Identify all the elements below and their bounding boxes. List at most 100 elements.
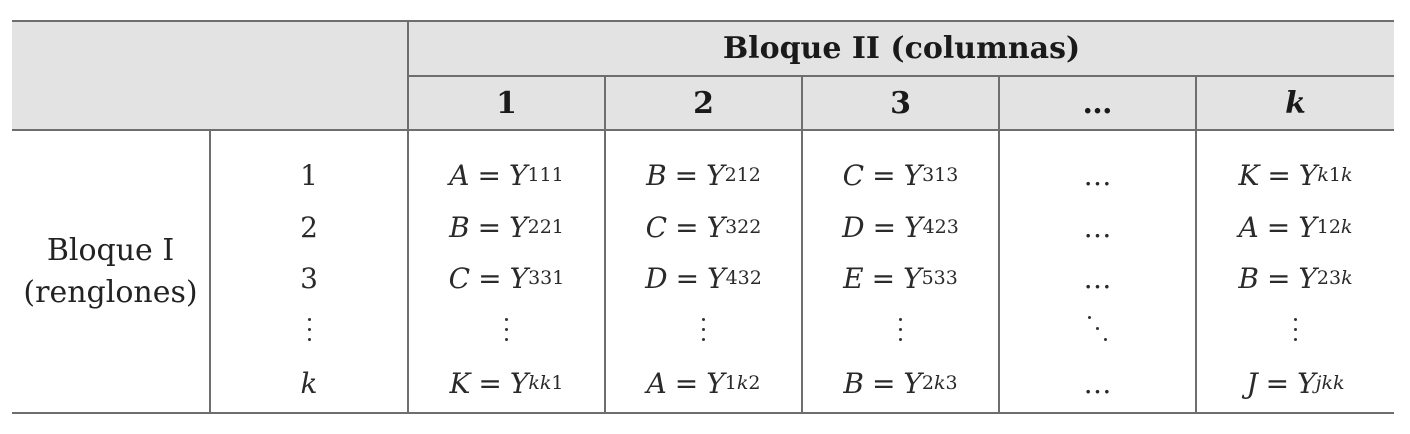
cell-r2-c4: … xyxy=(1083,210,1112,244)
row-group-label: Bloque I (renglones) xyxy=(12,130,209,413)
cell-var: Y xyxy=(706,158,725,192)
cell-var: Y xyxy=(1298,261,1317,295)
cell-r2-c2: C = Y 322 xyxy=(645,210,762,244)
cell-letter: B xyxy=(646,158,667,192)
cell-letter: D xyxy=(842,210,865,244)
cell-letter: B xyxy=(449,210,470,244)
row-label-2: 2 xyxy=(300,210,318,244)
cell-var: Y xyxy=(903,366,922,400)
cell-r1-c4: … xyxy=(1083,158,1112,192)
cell-letter: K xyxy=(1238,158,1260,192)
cell-equals: = xyxy=(477,158,501,192)
cell-var: Y xyxy=(509,261,529,295)
cell-var: Y xyxy=(903,158,923,192)
column-header-2: 2 xyxy=(693,85,714,121)
rule-header-bottom xyxy=(12,129,1394,131)
cell-equals: = xyxy=(1266,210,1291,244)
cell-r2-c5: A = Y 12k xyxy=(1238,210,1353,244)
cell-equals: = xyxy=(477,210,502,244)
cell-equals: = xyxy=(1267,158,1291,192)
rule-header-divider xyxy=(407,75,1394,77)
row-label-1: 1 xyxy=(300,158,318,192)
cell-var: Y xyxy=(509,210,528,244)
cell-r1-c3: C = Y 313 xyxy=(842,158,959,192)
rule-col-block2-left xyxy=(407,20,409,414)
cell-r3-c4: … xyxy=(1083,261,1112,295)
cell-var: Y xyxy=(508,158,528,192)
rule-top xyxy=(12,20,1394,22)
cell-equals: = xyxy=(1266,261,1291,295)
cell-var: Y xyxy=(706,366,725,400)
cell-letter: J xyxy=(1246,366,1258,400)
cell-r1-c1: A = Y 111 xyxy=(449,158,564,192)
vertical-ellipsis xyxy=(1294,317,1297,341)
cell-r1-c2: B = Y 212 xyxy=(646,158,761,192)
column-header-3: 3 xyxy=(890,85,911,121)
cell-letter: B xyxy=(1238,261,1259,295)
row-label-3: 3 xyxy=(300,261,318,295)
cell-letter: A xyxy=(449,158,470,192)
cell-equals: = xyxy=(675,261,700,295)
cell-r4-c2 xyxy=(606,307,801,351)
vertical-ellipsis xyxy=(702,317,705,341)
cell-r3-c2: D = Y 432 xyxy=(645,261,762,295)
cell-r5-c3: B = Y 2k3 xyxy=(843,366,958,400)
vertical-ellipsis xyxy=(505,317,508,341)
diagonal-ellipsis xyxy=(1086,314,1110,344)
cell-var: Y xyxy=(1298,158,1318,192)
row-label-5: k xyxy=(300,366,318,400)
cell-r2-c3: D = Y 423 xyxy=(842,210,959,244)
cell-r3-c5: B = Y 23k xyxy=(1238,261,1353,295)
cell-letter: E xyxy=(843,261,864,295)
cell-letter: A xyxy=(646,366,667,400)
cell-equals: = xyxy=(675,210,699,244)
cell-var: Y xyxy=(707,261,726,295)
cell-equals: = xyxy=(872,158,896,192)
column-header-1: 1 xyxy=(496,85,517,121)
rule-col-4 xyxy=(998,75,1000,414)
row-label-vdots xyxy=(307,317,311,341)
cell-letter: B xyxy=(843,366,864,400)
cell-equals: = xyxy=(478,261,502,295)
column-group-title: Bloque II (columnas) xyxy=(722,31,1081,66)
cell-equals: = xyxy=(871,261,896,295)
cell-r2-c1: B = Y 221 xyxy=(449,210,564,244)
cell-r4-c3 xyxy=(803,307,998,351)
row-group-label-line1: Bloque I xyxy=(46,232,175,268)
vertical-ellipsis xyxy=(899,317,902,341)
cell-r3-c3: E = Y 533 xyxy=(843,261,958,295)
cell-var: Y xyxy=(706,210,726,244)
rule-rowlabel-right xyxy=(209,130,211,414)
cell-r5-c2: A = Y 1k2 xyxy=(646,366,761,400)
rule-bottom xyxy=(12,412,1394,414)
cell-letter: C xyxy=(645,210,668,244)
cell-equals: = xyxy=(871,366,896,400)
cell-equals: = xyxy=(872,210,897,244)
cell-r4-c5 xyxy=(1197,307,1394,351)
rule-col-5 xyxy=(1195,75,1197,414)
row-label-4 xyxy=(211,307,407,351)
cell-var: Y xyxy=(903,261,922,295)
cell-r3-c1: C = Y 331 xyxy=(448,261,565,295)
cell-letter: D xyxy=(645,261,668,295)
cell-r4-c4 xyxy=(1000,307,1195,351)
cell-equals: = xyxy=(478,366,502,400)
cell-letter: C xyxy=(842,158,865,192)
cell-var: Y xyxy=(1297,366,1316,400)
rule-col-3 xyxy=(801,75,803,414)
cell-r5-c4: … xyxy=(1083,366,1112,400)
cell-r4-c1 xyxy=(409,307,604,351)
column-header-5: k xyxy=(1285,85,1306,121)
cell-equals: = xyxy=(1265,366,1290,400)
cell-var: Y xyxy=(904,210,923,244)
row-group-label-line2: (renglones) xyxy=(23,274,198,310)
cell-equals: = xyxy=(674,158,699,192)
rule-col-2 xyxy=(604,75,606,414)
cell-letter: C xyxy=(448,261,471,295)
cell-equals: = xyxy=(674,366,699,400)
latin-square-table: Bloque II (columnas) Bloque I (renglones… xyxy=(12,20,1394,414)
cell-var: Y xyxy=(509,366,529,400)
cell-var: Y xyxy=(1298,210,1317,244)
